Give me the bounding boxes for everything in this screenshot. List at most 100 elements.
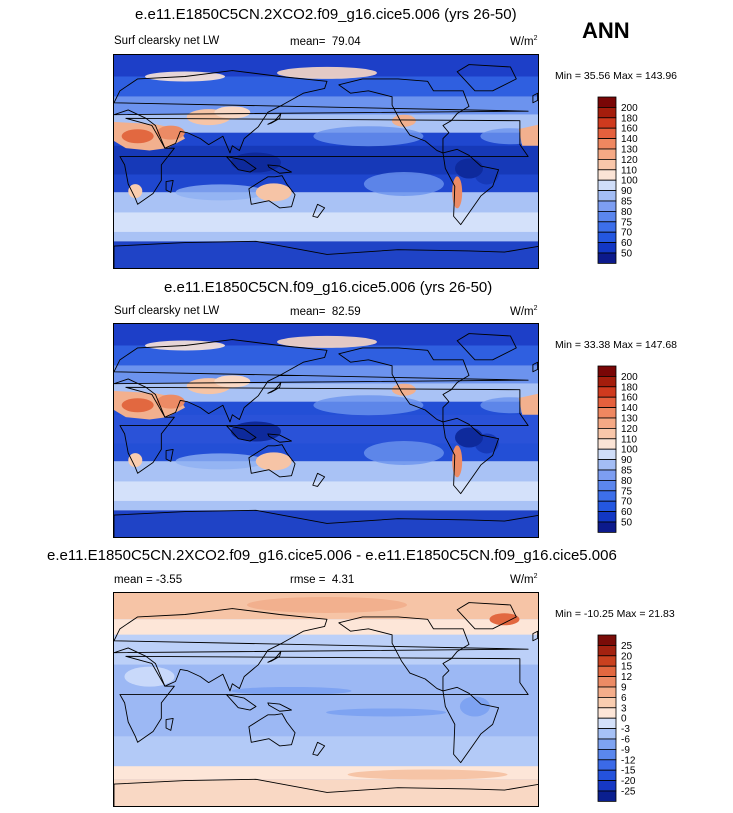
colorbar-tick-label: 140 [621,134,638,145]
colorbar-box [597,459,617,471]
colorbar-box [597,790,617,802]
colorbar-tick-label: 200 [621,372,638,383]
colorbar-box [597,159,617,171]
colorbar-box [597,759,617,771]
colorbar-box [597,211,617,223]
field-blob [175,453,266,470]
colorbar-tick-label: 70 [621,228,633,239]
coastline [114,778,538,806]
colorbar-box [597,190,617,202]
colorbar-tick-label: 6 [621,693,627,704]
panel3-title: e.e11.E1850C5CN.2XCO2.f09_g16.cice5.006 … [47,547,617,564]
field-blob [128,453,143,468]
colorbar-box [597,697,617,709]
panel3-rmse: rmse = 4.31 [290,574,355,586]
field-blob [459,696,490,717]
coastline [442,417,500,495]
panel1-minmax: Min = 35.56 Max = 143.96 [555,70,678,82]
field-blob [277,66,377,79]
field-blob [156,125,185,140]
panel2-minmax: Min = 33.38 Max = 147.68 [555,339,678,351]
field-blob [363,172,444,196]
colorbar-tick-label: 85 [621,197,633,208]
colorbar-tick-label: 110 [621,434,637,445]
field-band [114,55,538,77]
colorbar-box [597,749,617,761]
coastline [312,203,326,218]
colorbar-tick-label: 15 [621,662,633,673]
colorbar-tick-label: -6 [621,735,630,746]
colorbar-tick-label: 120 [621,155,638,166]
coastline [267,382,282,394]
colorbar-tick-label: 20 [621,651,633,662]
colorbar-tick-label: 140 [621,403,638,414]
coastline [456,333,517,361]
colorbar-tick-label: 160 [621,124,638,135]
colorbar-box [597,511,617,523]
field-band [114,345,538,366]
field-blob [391,383,416,396]
colorbar-box [597,717,617,729]
field-blob [347,769,508,780]
coastline [456,602,517,630]
coastline [119,386,529,474]
colorbar-tick-label: 70 [621,497,633,508]
field-band [114,481,538,501]
field-blob [452,176,463,209]
colorbar-tick-label: 180 [621,113,638,124]
coastline [114,608,529,692]
coastline [114,70,529,154]
colorbar-box [597,728,617,740]
field-band [114,779,538,806]
panel1-variable: Surf clearsky net LW [114,35,220,47]
colorbar-box [597,655,617,667]
coastline [248,713,296,747]
coastline [442,148,500,226]
coastline [119,655,529,743]
colorbar-box [597,252,617,264]
coastline [338,78,470,154]
field-blob [313,395,424,416]
colorbar-box [597,644,617,657]
colorbar-tick-label: 3 [621,703,627,714]
coastline [114,509,538,537]
coastline [225,425,257,442]
colorbar-tick-label: 80 [621,207,633,218]
panel2-title: e.e11.E1850C5CN.f09_g16.cice5.006 (yrs 2… [164,279,493,296]
coastline [165,179,174,193]
colorbar-box [597,738,617,750]
field-blob [121,129,154,144]
coastline [114,240,538,268]
field-blob [175,184,266,201]
colorbar-box [597,396,617,409]
colorbar-tick-label: 25 [621,641,633,652]
panel3-mean-value: -3.55 [155,574,183,586]
panel1-map [113,54,539,269]
field-blob [313,126,424,147]
colorbar-box [597,428,617,440]
colorbar-box [597,634,617,646]
colorbar-box [597,106,617,119]
coastline [267,164,292,174]
field-blob [326,708,447,717]
field-blob [255,452,292,471]
colorbar-tick-label: 160 [621,393,638,404]
field-blob [455,158,483,179]
colorbar-tick-label: 120 [621,424,638,435]
field-blob [231,152,281,173]
colorbar-tick-label: 130 [621,414,638,425]
field-band [114,510,538,537]
colorbar-box [597,469,617,481]
colorbar-tick-label: 180 [621,382,638,393]
field-band [114,212,538,232]
field-blob [255,183,292,202]
colorbar-box [597,448,617,460]
colorbar-tick-label: 75 [621,486,633,497]
colorbar-tick-label: 60 [621,238,633,249]
colorbar-box [597,231,617,243]
colorbar-tick-label: 100 [621,176,638,187]
coastline [338,347,470,423]
field-blob [391,114,416,127]
